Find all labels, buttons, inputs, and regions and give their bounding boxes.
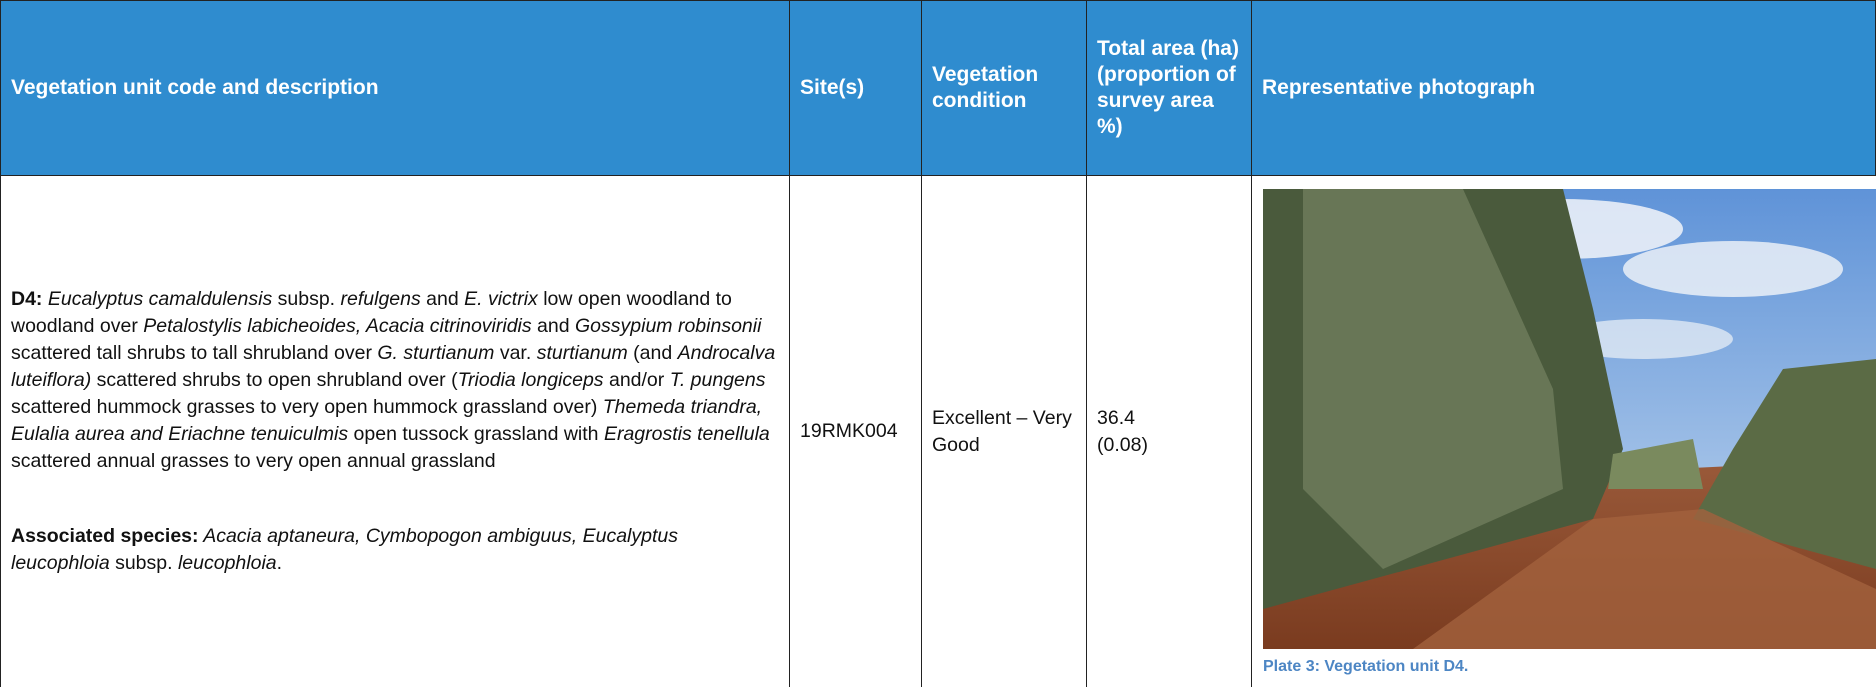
text-run: Gossypium robinsonii [575, 315, 761, 337]
text-run: . [277, 552, 282, 574]
header-text: Vegetation condition [932, 62, 1076, 114]
text-run: Triodia longiceps [458, 369, 604, 391]
text-run: scattered shrubs to open shrubland over … [91, 369, 457, 391]
text-run: Eragrostis tenellula [604, 423, 770, 445]
sites: 19RMK004 [800, 418, 898, 445]
header-text: Vegetation unit code and description [11, 75, 379, 101]
table: Vegetation unit code and description Sit… [0, 0, 1876, 687]
header-cell: Vegetation unit code and description [0, 0, 789, 176]
text-run: and/or [604, 369, 670, 391]
text-run: (and [628, 342, 678, 364]
sites-cell: 19RMK004 [789, 176, 921, 687]
description-paragraph: D4: Eucalyptus camaldulensis subsp. refu… [11, 286, 779, 475]
text-run: D4: [11, 288, 42, 310]
text-run: subsp. [272, 288, 340, 310]
proportion: (0.08) [1097, 432, 1148, 459]
header-cell: Representative photograph [1251, 0, 1876, 176]
text-run: open tussock grassland with [348, 423, 604, 445]
text-run: scattered tall shrubs to tall shrubland … [11, 342, 377, 364]
text-run: var. [494, 342, 536, 364]
text-run: subsp. [110, 552, 178, 574]
area: 36.4 [1097, 405, 1135, 432]
text-run: scattered hummock grasses to very open h… [11, 396, 603, 418]
text-run: G. sturtianum [377, 342, 494, 364]
header-cell: Vegetation condition [921, 0, 1086, 176]
photograph [1263, 189, 1876, 649]
text-run: E. victrix [464, 288, 538, 310]
area-cell: 36.4 (0.08) [1086, 176, 1251, 687]
description-paragraph: Associated species: Acacia aptaneura, Cy… [11, 523, 779, 577]
text-run: refulgens [341, 288, 421, 310]
text-run: scattered annual grasses to very open an… [11, 450, 496, 472]
text-run: and [532, 315, 575, 337]
text-run: Eucalyptus camaldulensis [42, 288, 272, 310]
text-run: Associated species: [11, 525, 199, 547]
condition: Excellent – Very Good [932, 405, 1076, 459]
header-text: Representative photograph [1262, 75, 1535, 101]
header-cell: Total area (ha) (proportion of survey ar… [1086, 0, 1251, 176]
condition-cell: Excellent – Very Good [921, 176, 1086, 687]
header-text: Site(s) [800, 75, 864, 101]
description-cell: D4: Eucalyptus camaldulensis subsp. refu… [0, 176, 789, 687]
text-run: Petalostylis labicheoides, Acacia citrin… [143, 315, 531, 337]
page: Vegetation unit code and description Sit… [0, 0, 1876, 687]
text-run: sturtianum [537, 342, 628, 364]
header-text: Total area (ha) (proportion of survey ar… [1097, 36, 1241, 140]
caption: Plate 3: Vegetation unit D4. [1263, 658, 1468, 676]
text-run: leucophloia [178, 552, 277, 574]
text-run: and [421, 288, 464, 310]
header-cell: Site(s) [789, 0, 921, 176]
text-run: T. pungens [670, 369, 766, 391]
